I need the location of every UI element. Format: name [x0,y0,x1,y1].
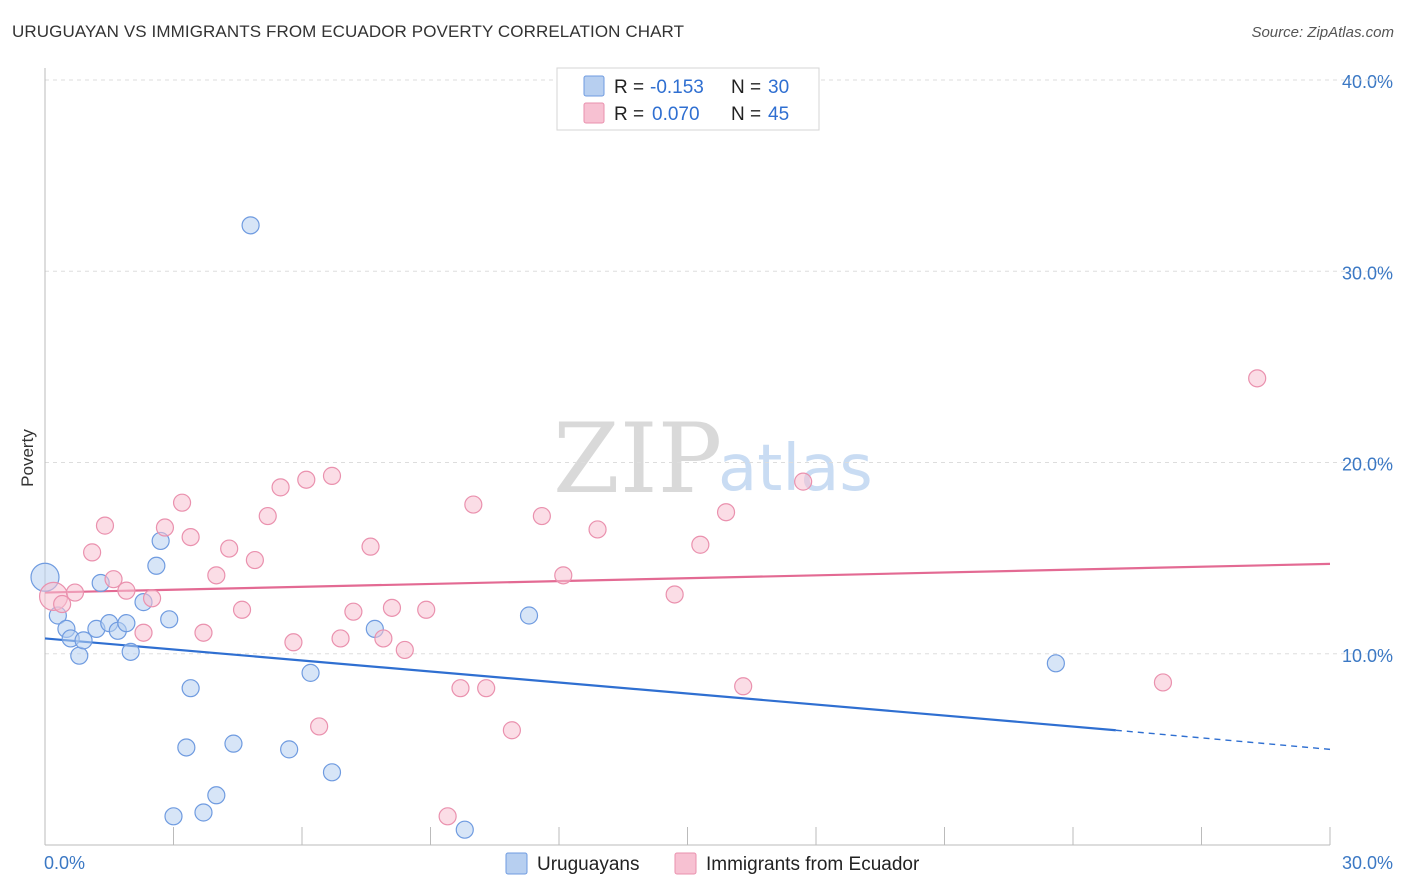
ecuador-point [382,598,402,617]
grid-lines: 10.0% 20.0% 30.0% 40.0% [45,72,1393,666]
ecuador-point [207,566,226,585]
x-tick-label-max: 30.0% [1342,853,1393,873]
trend-lines [44,562,1331,751]
ecuador-point [477,679,496,698]
ecuador-point [271,478,290,497]
ecuador-point [331,629,350,648]
legend-swatch-ecuador [583,102,605,124]
ecuador-point [716,503,736,522]
ecuador-point [65,583,85,602]
ecuador-point [361,537,380,556]
legend-n-value-1: 30 [768,77,789,98]
ecuador-point [1153,673,1173,692]
bottom-legend-label-uruguayans: Uruguayans [537,854,639,875]
ecuador-point [142,589,162,608]
ecuador-point [95,516,115,535]
uruguayans-point [147,556,166,575]
ecuador-point [117,581,136,600]
ecuador-point [417,600,436,619]
ecuador-point [438,807,457,826]
legend-r-value-2: 0.070 [652,104,700,125]
legend-r-label-2: R = [614,104,644,125]
ecuador-trend-line [44,562,1331,594]
ecuador-point [322,466,342,485]
ecuador-point [297,470,316,489]
ecuador-point [344,602,363,621]
legend-n-label-2: N = [731,104,761,125]
ecuador-point [665,585,684,604]
ecuador-point [554,566,573,585]
ecuador-point [588,520,607,539]
ecuador-point [104,570,123,589]
uruguayans-point [322,763,342,782]
uruguayans-point [117,614,136,633]
ecuador-point [194,623,213,642]
uruguayans-point [181,679,200,698]
ecuador-point [502,721,521,740]
x-tick-label-min: 0.0% [44,853,85,873]
uruguayans-point [207,786,226,805]
axes [44,68,1331,846]
ecuador-point [310,717,329,736]
uruguayans-point [519,606,539,625]
watermark-atlas: atlas [718,432,873,506]
y-axis-label: Poverty [18,429,37,487]
legend-r-label-1: R = [614,77,644,98]
legend-n-label-1: N = [731,77,761,98]
ecuador-point [734,677,753,696]
ecuador-point [691,535,710,554]
legend-n-value-2: 45 [768,104,789,125]
data-points [30,216,1267,839]
uruguayans-point [280,740,299,759]
ecuador-point [172,493,192,512]
uruguayans-point [74,631,93,650]
y-tick-label: 20.0% [1342,455,1393,475]
uruguayans-point [1046,654,1065,673]
ecuador-point [451,679,470,698]
y-tick-label: 40.0% [1342,72,1393,92]
uruguayans-point [301,663,320,682]
series-legend: Uruguayans Immigrants from Ecuador [505,852,920,875]
uruguayans-point [241,216,260,235]
correlation-legend: R = -0.153 N = 30 R = 0.070 N = 45 [556,67,820,131]
uruguayans-trend-line [44,637,1116,732]
ecuador-point [155,518,175,537]
ecuador-point [220,539,239,558]
legend-swatch-uruguayans [583,75,605,97]
uruguayans-point [160,610,179,629]
uruguayans-point [121,642,140,661]
uruguayans-point [194,803,213,822]
uruguayans-point [70,646,89,665]
bottom-legend-swatch-uruguayans [505,852,528,875]
uruguayans-point [164,807,183,826]
ecuador-point [532,506,551,526]
ecuador-point [181,527,200,547]
ecuador-point [245,550,264,570]
chart-title: URUGUAYAN VS IMMIGRANTS FROM ECUADOR POV… [12,22,685,41]
legend-r-value-1: -0.153 [650,77,704,98]
ecuador-point [83,543,102,562]
ecuador-point [794,472,813,491]
bottom-legend-label-ecuador: Immigrants from Ecuador [706,854,920,875]
ecuador-point [395,640,414,660]
uruguayans-point [455,820,474,839]
ecuador-point [464,495,483,514]
watermark-zip: ZIP [553,403,722,515]
ecuador-point [232,600,252,619]
uruguayans-trend-extension [1115,729,1331,751]
ecuador-point [1248,369,1267,388]
ecuador-point [53,594,72,614]
ecuador-point [258,506,277,526]
bottom-legend-swatch-ecuador [674,852,697,875]
y-tick-label: 10.0% [1342,646,1393,666]
y-tick-label: 30.0% [1342,263,1393,283]
uruguayans-point [224,734,243,753]
ecuador-point [284,633,303,652]
source-credit: Source: ZipAtlas.com [1251,24,1394,41]
uruguayans-point [177,738,196,757]
ecuador-point [374,629,393,648]
ecuador-point [134,623,153,642]
